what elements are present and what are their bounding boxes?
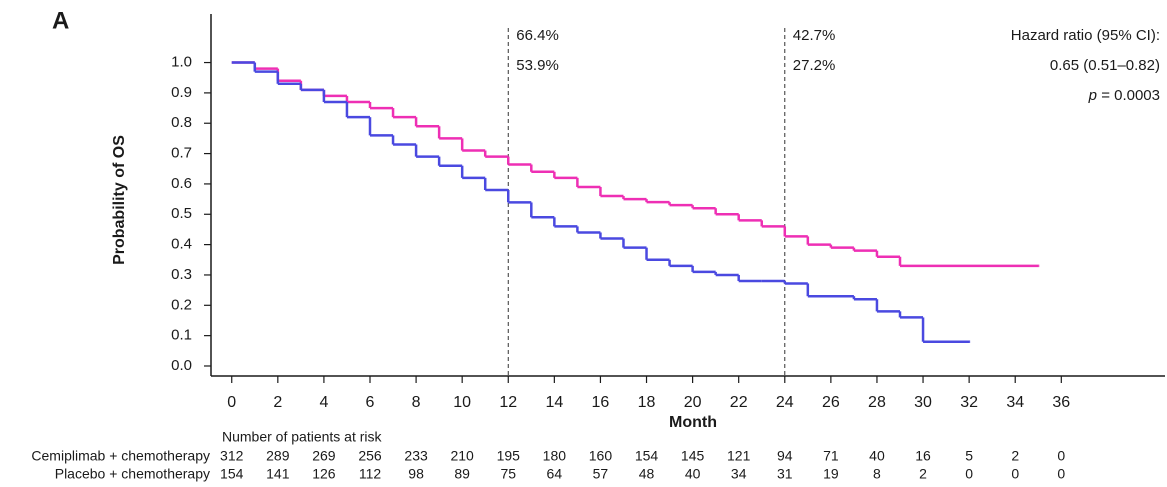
y-tick-label: 0.2 [171, 296, 192, 313]
risk-count: 34 [731, 466, 747, 482]
y-tick-label: 0.9 [171, 84, 192, 101]
x-axis-label: Month [669, 414, 717, 431]
risk-count: 145 [681, 448, 705, 464]
panel-label: A [52, 7, 69, 34]
risk-count: 48 [639, 466, 655, 482]
x-tick-label: 24 [776, 394, 794, 411]
risk-count: 0 [1011, 466, 1019, 482]
x-tick-label: 18 [638, 394, 656, 411]
y-tick-label: 0.6 [171, 175, 192, 192]
risk-count: 2 [1011, 448, 1019, 464]
reference-label: 66.4% [516, 27, 559, 44]
x-tick-label: 14 [545, 394, 563, 411]
x-tick-label: 28 [868, 394, 886, 411]
risk-count: 94 [777, 448, 793, 464]
risk-count: 180 [543, 448, 567, 464]
risk-count: 40 [685, 466, 701, 482]
y-tick-label: 0.0 [171, 357, 192, 374]
risk-count: 0 [1057, 466, 1065, 482]
p-symbol: p [1088, 87, 1097, 104]
risk-count: 154 [220, 466, 244, 482]
risk-count: 64 [547, 466, 563, 482]
risk-count: 141 [266, 466, 290, 482]
risk-count: 2 [919, 466, 927, 482]
risk-count: 233 [404, 448, 428, 464]
risk-count: 40 [869, 448, 885, 464]
y-tick-label: 0.7 [171, 145, 192, 162]
risk-count: 210 [450, 448, 474, 464]
reference-label: 27.2% [793, 57, 836, 74]
x-tick-label: 16 [592, 394, 610, 411]
y-tick-label: 0.5 [171, 205, 192, 222]
p-value: = 0.0003 [1101, 87, 1160, 104]
risk-count: 0 [1057, 448, 1065, 464]
risk-count: 112 [359, 466, 382, 482]
risk-count: 126 [312, 466, 336, 482]
y-tick-label: 0.8 [171, 114, 192, 131]
risk-row-name: Cemiplimab + chemotherapy [31, 448, 210, 464]
risk-count: 89 [454, 466, 470, 482]
risk-table-title: Number of patients at risk [222, 429, 383, 445]
risk-count: 160 [589, 448, 613, 464]
x-tick-label: 34 [1006, 394, 1024, 411]
risk-count: 195 [497, 448, 521, 464]
x-tick-label: 22 [730, 394, 748, 411]
risk-count: 0 [965, 466, 973, 482]
risk-count: 256 [358, 448, 382, 464]
risk-count: 71 [823, 448, 839, 464]
x-tick-label: 32 [960, 394, 978, 411]
x-tick-label: 2 [273, 394, 282, 411]
risk-count: 57 [593, 466, 609, 482]
risk-count: 154 [635, 448, 659, 464]
risk-count: 16 [915, 448, 931, 464]
risk-count: 98 [408, 466, 424, 482]
risk-count: 31 [777, 466, 793, 482]
reference-label: 53.9% [516, 57, 559, 74]
y-tick-label: 0.3 [171, 266, 192, 283]
stats-text: Hazard ratio (95% CI): [1011, 27, 1160, 44]
risk-count: 19 [823, 466, 839, 482]
y-tick-label: 0.1 [171, 327, 192, 344]
y-tick-label: 0.4 [171, 236, 192, 253]
y-axis-label: Probability of OS [111, 135, 128, 265]
risk-count: 5 [965, 448, 973, 464]
x-tick-label: 20 [684, 394, 702, 411]
risk-count: 312 [220, 448, 244, 464]
x-tick-label: 10 [453, 394, 471, 411]
x-tick-label: 0 [227, 394, 236, 411]
stats-text: 0.65 (0.51–0.82) [1050, 57, 1160, 74]
risk-count: 269 [312, 448, 336, 464]
risk-count: 289 [266, 448, 290, 464]
x-tick-label: 6 [366, 394, 375, 411]
risk-count: 8 [873, 466, 881, 482]
x-tick-label: 36 [1052, 394, 1070, 411]
x-tick-label: 4 [319, 394, 328, 411]
risk-count: 121 [727, 448, 751, 464]
x-tick-label: 8 [412, 394, 421, 411]
stats-text: p = 0.0003 [1088, 87, 1160, 104]
risk-row-name: Placebo + chemotherapy [55, 466, 210, 482]
x-tick-label: 12 [499, 394, 517, 411]
x-tick-label: 30 [914, 394, 932, 411]
reference-label: 42.7% [793, 27, 836, 44]
risk-count: 75 [500, 466, 516, 482]
x-tick-label: 26 [822, 394, 840, 411]
y-tick-label: 1.0 [171, 54, 192, 71]
